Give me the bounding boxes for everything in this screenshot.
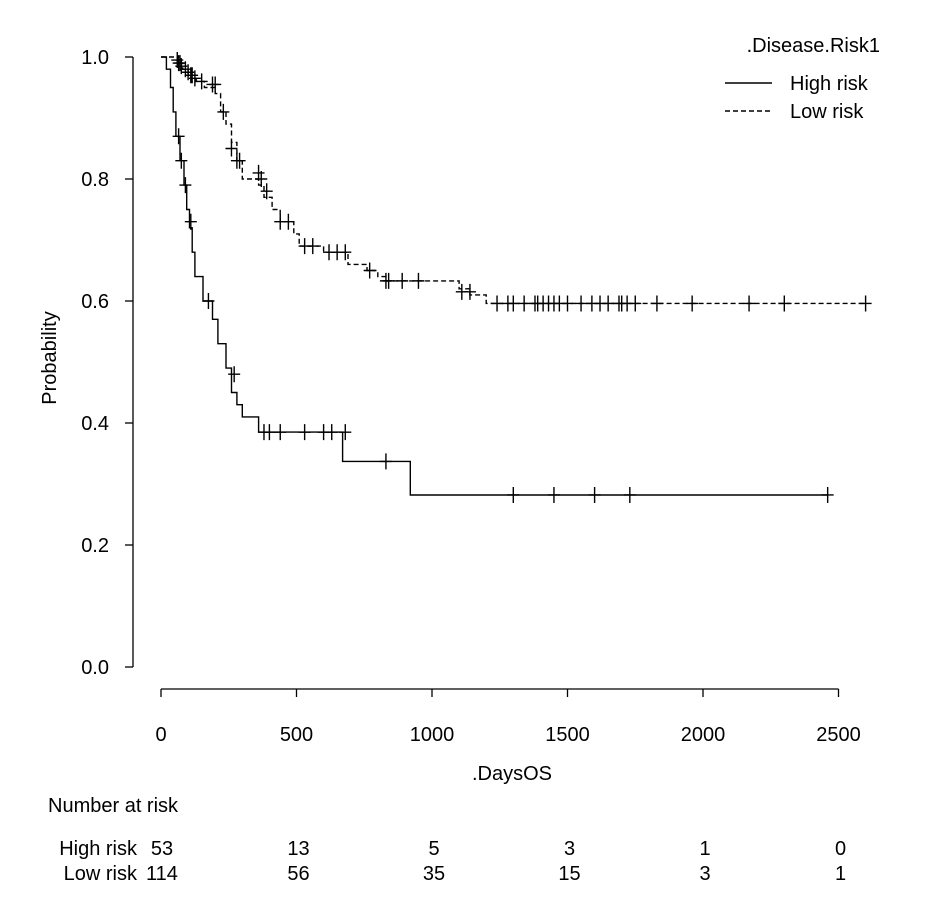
- censor-mark: [778, 295, 791, 312]
- risk-value: 13: [287, 838, 309, 860]
- censor-mark: [228, 366, 241, 383]
- legend-title: .Disease.Risk1: [747, 35, 880, 57]
- y-tick-label: 0.4: [81, 413, 109, 435]
- survival-curve: [161, 56, 866, 305]
- censor-mark: [547, 486, 560, 503]
- censor-mark: [686, 295, 699, 312]
- censor-mark: [184, 213, 197, 230]
- censor-mark: [274, 424, 287, 441]
- censor-mark: [463, 283, 476, 300]
- y-tick-label: 0.0: [81, 657, 109, 679]
- x-tick-label: 2000: [681, 724, 726, 746]
- series-low-risk: [161, 52, 872, 312]
- censor-mark: [859, 295, 872, 312]
- x-axis-label: .DaysOS: [472, 763, 552, 785]
- censor-mark: [225, 140, 238, 157]
- censor-mark: [233, 152, 246, 169]
- risk-value: 5: [428, 838, 439, 860]
- censor-mark: [518, 295, 531, 312]
- censor-mark: [179, 61, 192, 78]
- censor-mark: [629, 295, 642, 312]
- censor-mark: [282, 213, 295, 230]
- risk-value: 15: [558, 863, 580, 885]
- axes: 0.0 0.2 0.4 0.6 0.8 1.0 0 500 1000 1500 2000 2500: [81, 47, 861, 746]
- censor-mark: [195, 73, 208, 90]
- x-tick-label: 1500: [545, 724, 590, 746]
- risk-row-label: High risk: [59, 838, 138, 860]
- censor-mark: [263, 424, 276, 441]
- censor-mark: [339, 424, 352, 441]
- x-tick-label: 2500: [816, 724, 861, 746]
- risk-value: 0: [835, 838, 846, 860]
- censor-mark: [382, 272, 395, 289]
- x-tick-label: 1000: [410, 724, 455, 746]
- censor-mark: [602, 295, 615, 312]
- legend-label: High risk: [790, 73, 869, 95]
- censor-mark: [561, 295, 574, 312]
- x-tick-label: 0: [155, 724, 166, 746]
- y-tick-label: 0.2: [81, 535, 109, 557]
- censor-mark: [298, 424, 311, 441]
- series-layer: [161, 52, 872, 503]
- series-high-risk: [161, 56, 834, 503]
- censor-mark: [363, 262, 376, 279]
- censor-mark: [575, 295, 588, 312]
- censor-mark: [217, 103, 230, 120]
- censor-mark: [379, 453, 392, 470]
- censor-mark: [255, 171, 268, 187]
- risk-value: 3: [564, 838, 575, 860]
- risk-value: 35: [423, 863, 445, 885]
- censor-mark: [339, 244, 352, 261]
- censor-mark: [306, 238, 319, 255]
- censor-mark: [588, 486, 601, 503]
- censor-mark: [650, 295, 663, 312]
- censor-mark: [507, 486, 520, 503]
- y-ticks: 0.0 0.2 0.4 0.6 0.8 1.0: [81, 47, 133, 679]
- censor-mark: [743, 295, 756, 312]
- censor-mark: [173, 55, 186, 72]
- risk-row-label: Low risk: [64, 863, 138, 885]
- censor-mark: [186, 67, 199, 84]
- risk-value: 3: [699, 863, 710, 885]
- x-ticks: 0 500 1000 1500 2000 2500: [155, 689, 861, 746]
- censor-mark: [412, 272, 425, 289]
- censor-mark: [188, 70, 201, 87]
- censor-mark: [209, 76, 222, 93]
- risk-value: 53: [151, 838, 173, 860]
- y-axis-label: Probability: [39, 311, 61, 404]
- y-tick-label: 0.8: [81, 169, 109, 191]
- censor-mark: [325, 424, 338, 441]
- censor-mark: [260, 183, 273, 200]
- risk-table-title: Number at risk: [48, 795, 179, 817]
- risk-value: 114: [146, 863, 178, 885]
- legend-label: Low risk: [790, 101, 864, 123]
- censor-mark: [821, 486, 834, 503]
- risk-value: 1: [699, 838, 710, 860]
- legend-entries: High risk Low risk: [725, 73, 869, 123]
- y-tick-label: 0.6: [81, 291, 109, 313]
- censor-mark: [507, 295, 520, 312]
- x-tick-label: 500: [280, 724, 313, 746]
- survival-curve: [161, 56, 828, 496]
- y-tick-label: 1.0: [81, 47, 109, 69]
- censor-mark: [172, 128, 185, 145]
- censor-mark: [175, 152, 188, 169]
- censor-mark: [252, 164, 265, 181]
- censor-mark: [623, 486, 636, 503]
- censor-mark: [396, 272, 409, 289]
- risk-value: 1: [835, 863, 846, 885]
- censor-mark: [179, 177, 192, 194]
- censor-mark: [202, 293, 215, 309]
- legend: .Disease.Risk1 High risk Low risk: [725, 35, 880, 123]
- risk-value: 56: [287, 863, 309, 885]
- censor-mark: [491, 295, 504, 312]
